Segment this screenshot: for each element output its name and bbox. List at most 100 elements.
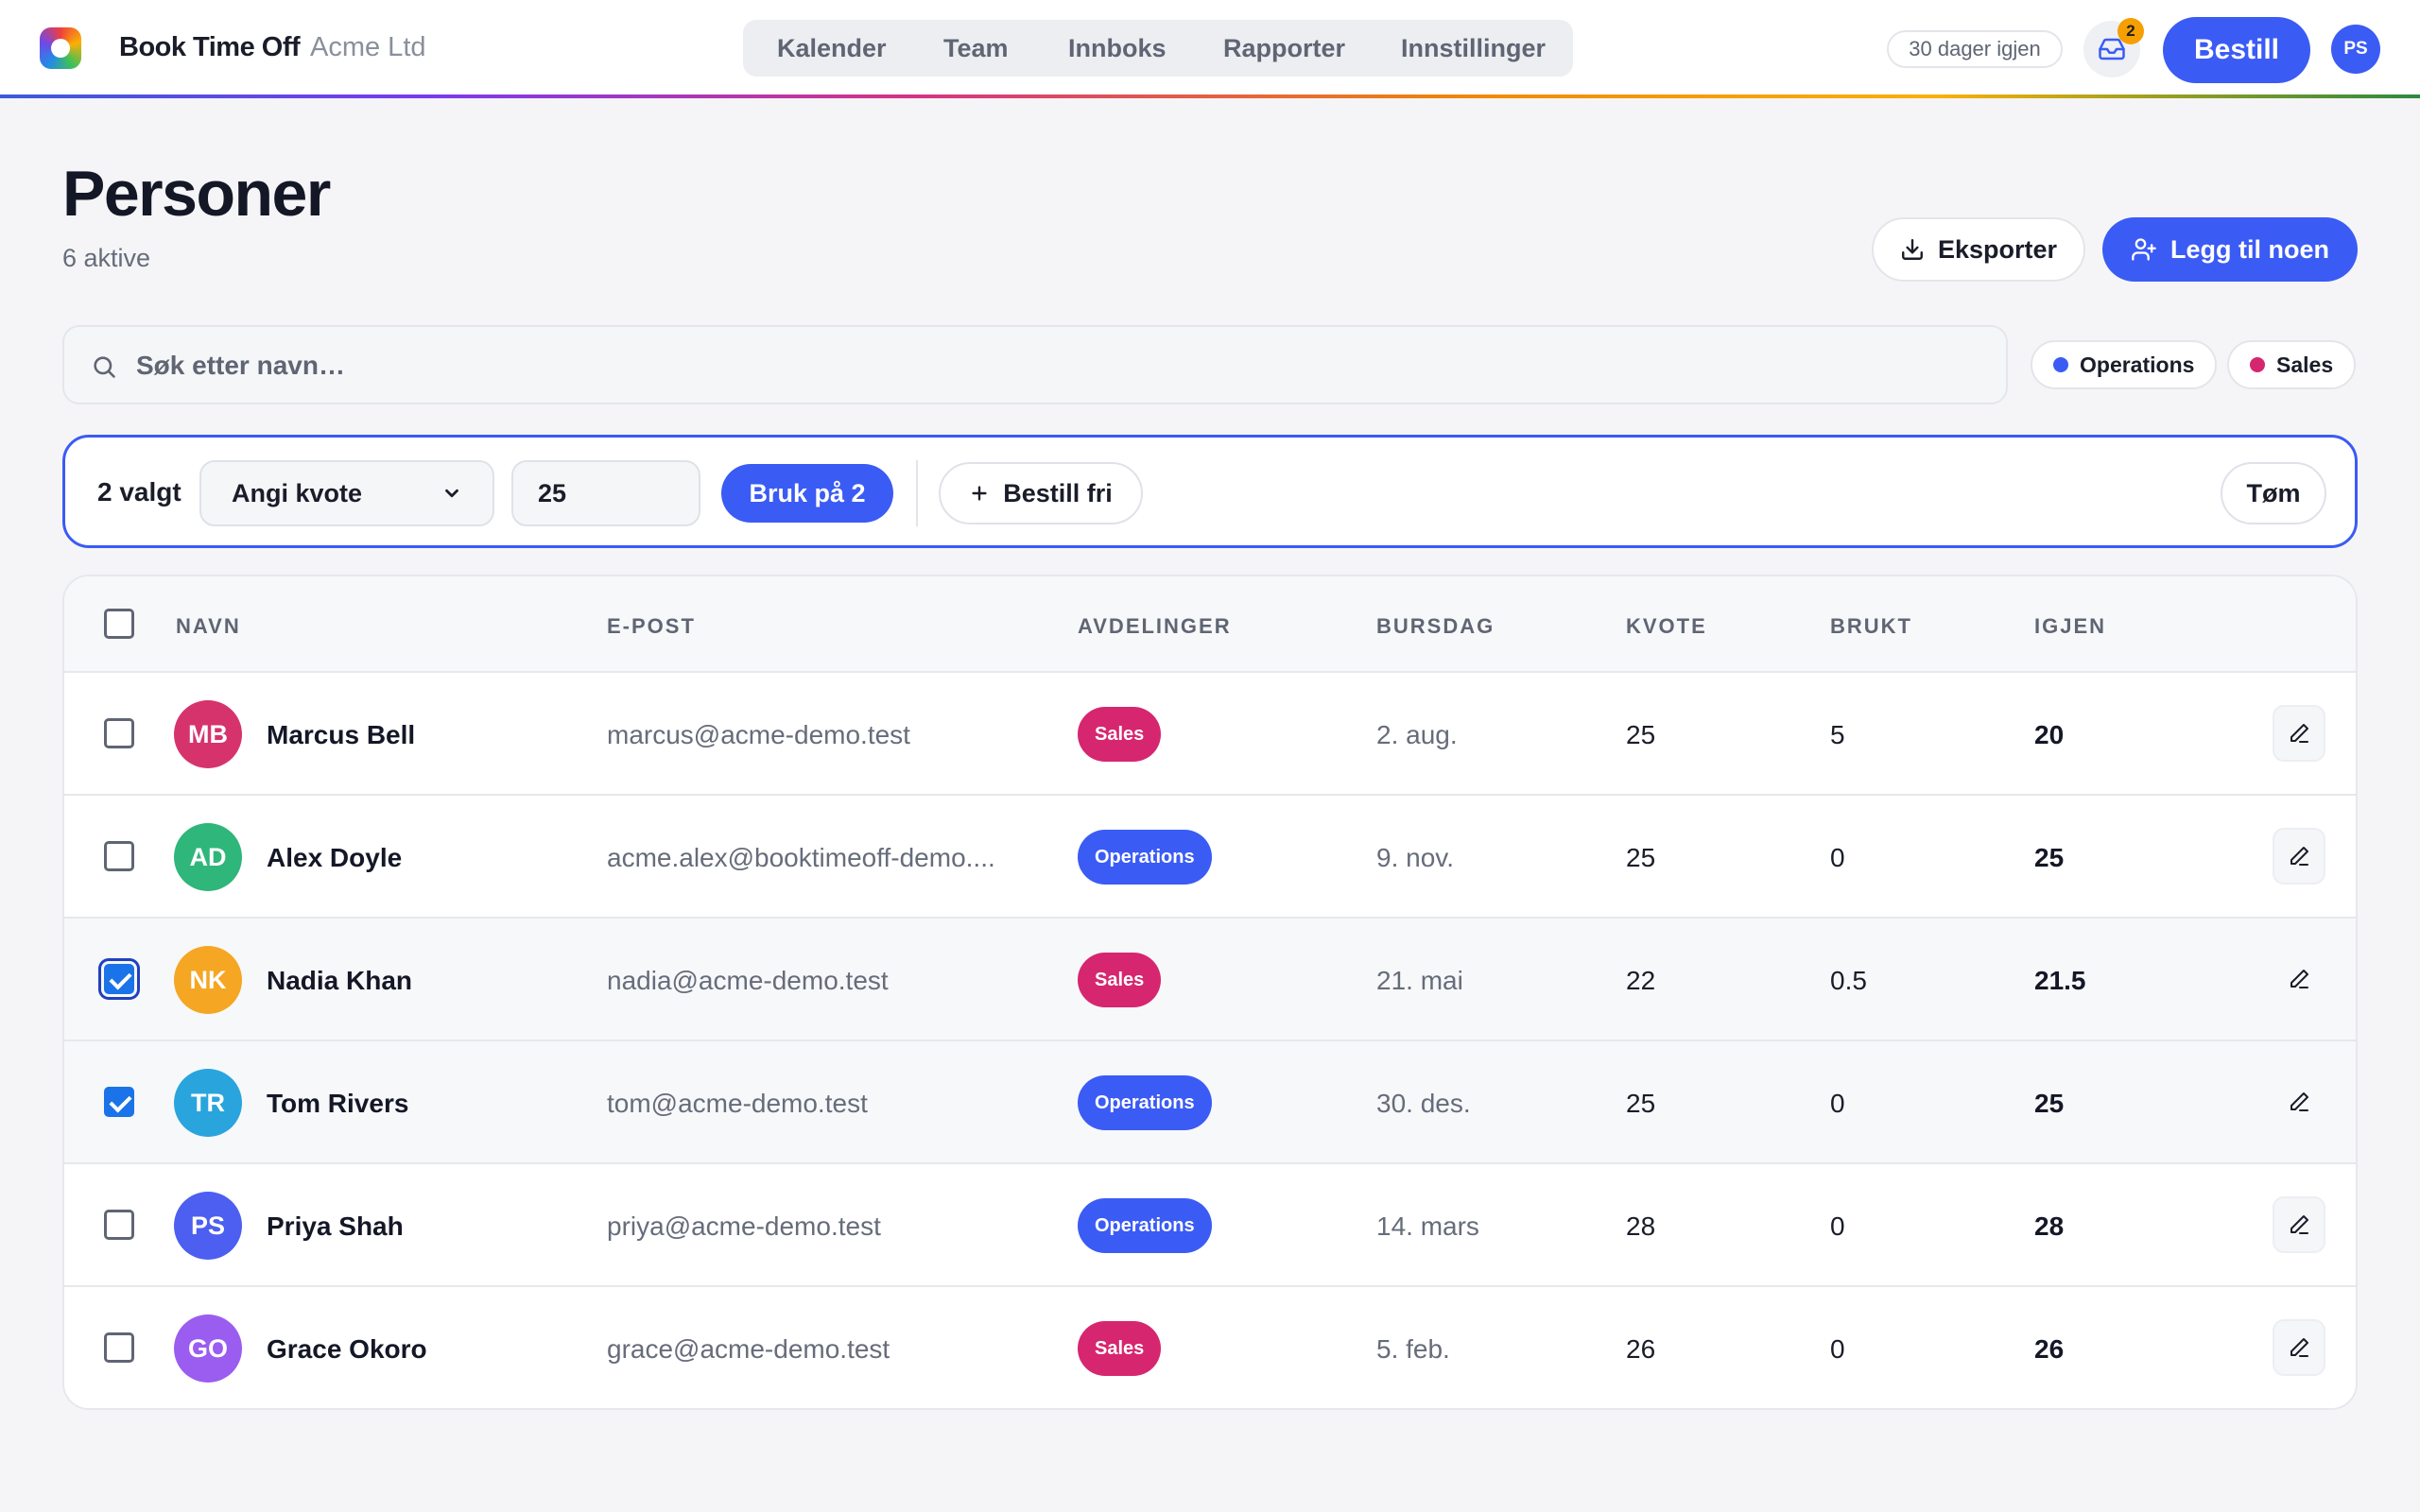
row-checkbox[interactable]: [104, 841, 134, 871]
used: 0: [1830, 1211, 1845, 1241]
person-name[interactable]: Grace Okoro: [267, 1334, 427, 1364]
remaining: 25: [2034, 843, 2065, 872]
remaining: 26: [2034, 1334, 2065, 1364]
filter-chip-sales[interactable]: Sales: [2227, 340, 2357, 389]
avatar: NK: [174, 946, 242, 1014]
nav-innstillinger[interactable]: Innstillinger: [1401, 34, 1547, 62]
nav-team[interactable]: Team: [943, 34, 1009, 62]
page-subtitle: 6 aktive: [62, 244, 151, 272]
filter-chip-label: Sales: [2276, 352, 2334, 377]
filter-chip-operations[interactable]: Operations: [2031, 340, 2218, 389]
bulk-action-select[interactable]: Angi kvote: [199, 460, 494, 526]
nav-rapporter[interactable]: Rapporter: [1223, 34, 1346, 62]
download-icon: [1902, 239, 1923, 260]
table-row[interactable]: PS Priya Shah priya@acme-demo.test Opera…: [64, 1164, 2356, 1287]
quota: 28: [1626, 1211, 1656, 1241]
quota-value-input[interactable]: [511, 460, 700, 526]
bulk-action-value: Angi kvote: [232, 478, 363, 507]
table-row[interactable]: GO Grace Okoro grace@acme-demo.test Sale…: [64, 1287, 2356, 1408]
table-row[interactable]: NK Nadia Khan nadia@acme-demo.test Sales…: [64, 919, 2356, 1041]
pencil-icon: [2290, 724, 2308, 743]
used: 0.5: [1830, 966, 1867, 995]
table-header: NAVN E-POST AVDELINGER BURSDAG KVOTE BRU…: [64, 576, 2356, 673]
remaining: 21.5: [2034, 966, 2086, 995]
used: 0: [1830, 1334, 1845, 1364]
pencil-icon: [2290, 1092, 2308, 1111]
used: 0: [1830, 843, 1845, 872]
column-header-email[interactable]: E-POST: [607, 614, 696, 638]
avatar: GO: [174, 1314, 242, 1383]
nav-kalender[interactable]: Kalender: [777, 34, 887, 62]
edit-button[interactable]: [2273, 828, 2325, 885]
edit-button[interactable]: [2273, 1319, 2325, 1376]
column-header-name[interactable]: NAVN: [176, 614, 241, 638]
row-checkbox[interactable]: [98, 958, 140, 1000]
person-name[interactable]: Nadia Khan: [267, 966, 413, 995]
selected-count: 2 valgt: [97, 477, 182, 507]
table-row[interactable]: AD Alex Doyle acme.alex@booktimeoff-demo…: [64, 796, 2356, 919]
column-header-used[interactable]: BRUKT: [1830, 614, 1912, 638]
birthday: 2. aug.: [1376, 720, 1458, 749]
avatar: PS: [174, 1192, 242, 1260]
select-all-checkbox[interactable]: [104, 609, 134, 639]
edit-button[interactable]: [2273, 1196, 2325, 1253]
department-badge: Sales: [1078, 707, 1162, 762]
order-button[interactable]: Bestill: [2163, 17, 2310, 83]
row-checkbox[interactable]: [104, 1087, 134, 1117]
person-name[interactable]: Priya Shah: [267, 1211, 404, 1241]
column-header-departments[interactable]: AVDELINGER: [1078, 614, 1232, 638]
remaining: 28: [2034, 1211, 2065, 1241]
birthday: 14. mars: [1376, 1211, 1479, 1241]
nav-innboks[interactable]: Innboks: [1068, 34, 1167, 62]
filter-chip-label: Operations: [2080, 352, 2195, 377]
person-name[interactable]: Alex Doyle: [267, 843, 403, 872]
bulk-divider: [916, 460, 918, 526]
person-name[interactable]: Marcus Bell: [267, 720, 416, 749]
department-badge: Operations: [1078, 1075, 1212, 1130]
used: 5: [1830, 720, 1845, 749]
avatar: TR: [174, 1069, 242, 1137]
department-badge: Sales: [1078, 1321, 1162, 1376]
book-off-button[interactable]: Bestill fri: [939, 462, 1143, 524]
quota: 26: [1626, 1334, 1656, 1364]
top-accent-line: [0, 94, 2420, 98]
add-person-label: Legg til noen: [2170, 234, 2329, 264]
clear-selection-button[interactable]: Tøm: [2221, 462, 2326, 524]
apply-button[interactable]: Bruk på 2: [721, 464, 893, 523]
row-checkbox[interactable]: [104, 1332, 134, 1363]
edit-button[interactable]: [2273, 1074, 2325, 1130]
edit-button[interactable]: [2273, 951, 2325, 1007]
app-logo[interactable]: [40, 27, 81, 69]
operations-dot: [2053, 357, 2068, 372]
person-email: tom@acme-demo.test: [607, 1089, 868, 1118]
table-row[interactable]: MB Marcus Bell marcus@acme-demo.test Sal…: [64, 673, 2356, 796]
pencil-icon: [2290, 847, 2308, 866]
search-input[interactable]: [136, 342, 1932, 389]
remaining: 25: [2034, 1089, 2065, 1118]
birthday: 5. feb.: [1376, 1334, 1450, 1364]
person-name[interactable]: Tom Rivers: [267, 1089, 409, 1118]
days-left-label: 30 dager igjen: [1909, 37, 2041, 60]
pencil-icon: [2290, 970, 2308, 988]
table-row[interactable]: TR Tom Rivers tom@acme-demo.test Operati…: [64, 1041, 2356, 1164]
birthday: 9. nov.: [1376, 843, 1454, 872]
export-label: Eksporter: [1937, 234, 2058, 264]
column-header-remaining[interactable]: IGJEN: [2034, 614, 2107, 638]
row-checkbox[interactable]: [104, 718, 134, 748]
company-name: Acme Ltd: [310, 32, 426, 62]
sales-dot: [2250, 357, 2265, 372]
user-avatar[interactable]: PS: [2331, 25, 2380, 74]
export-button[interactable]: Eksporter: [1872, 217, 2085, 282]
person-email: grace@acme-demo.test: [607, 1334, 890, 1364]
department-badge: Sales: [1078, 953, 1162, 1007]
plus-icon: [972, 486, 987, 501]
bulk-action-bar: 2 valgt Angi kvote Bruk på 2 Bestill fri…: [62, 435, 2358, 548]
quota: 25: [1626, 720, 1656, 749]
remaining: 20: [2034, 720, 2065, 749]
department-badge: Operations: [1078, 1198, 1212, 1253]
column-header-quota[interactable]: KVOTE: [1626, 614, 1707, 638]
row-checkbox[interactable]: [104, 1210, 134, 1240]
column-header-birthday[interactable]: BURSDAG: [1376, 614, 1495, 638]
edit-button[interactable]: [2273, 705, 2325, 762]
add-person-button[interactable]: Legg til noen: [2102, 217, 2358, 282]
